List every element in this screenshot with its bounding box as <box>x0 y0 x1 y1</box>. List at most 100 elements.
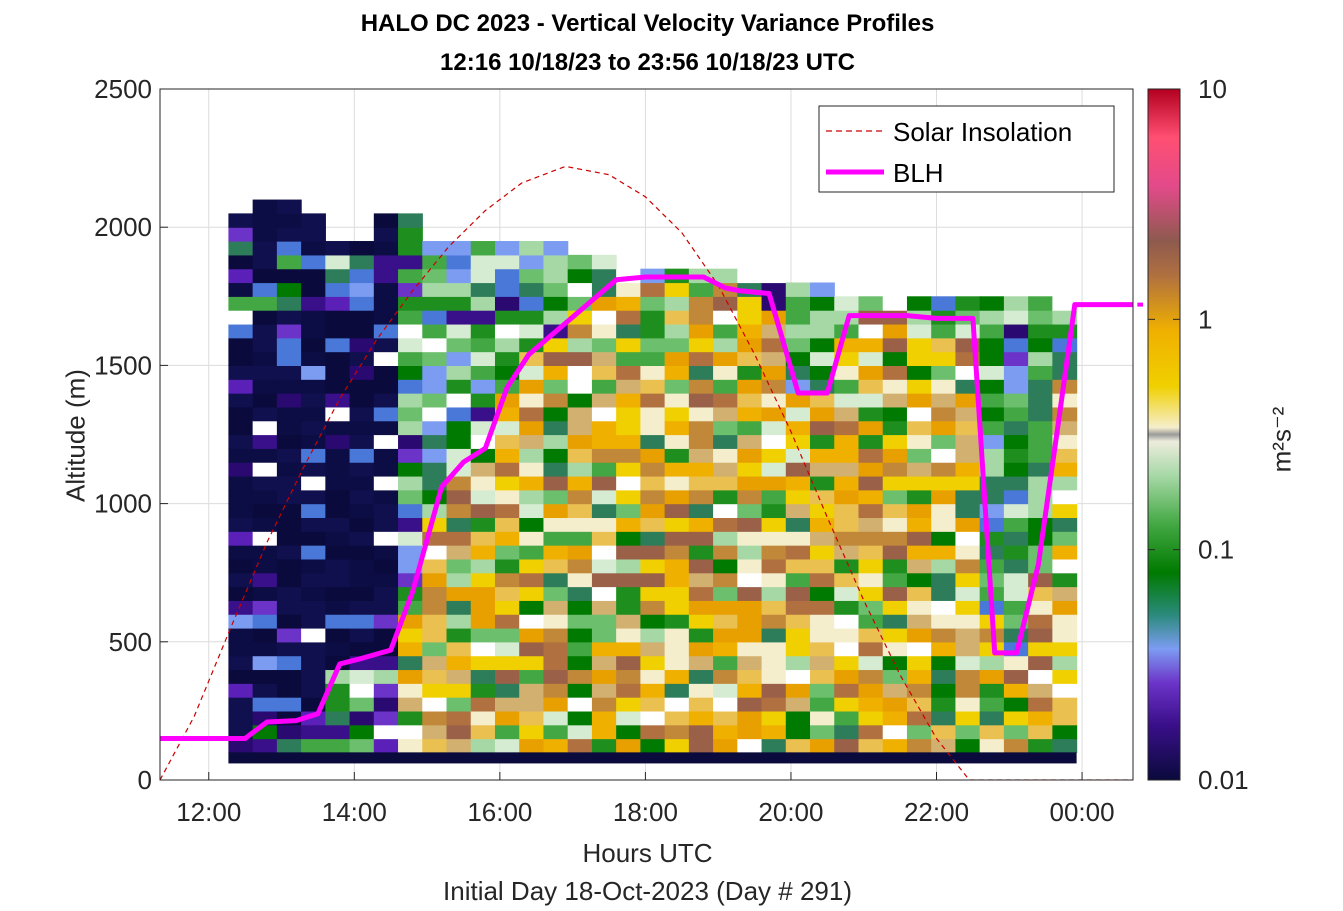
heatmap-cell <box>422 489 448 505</box>
heatmap-cell <box>591 448 617 463</box>
heatmap-cell <box>373 434 399 449</box>
heatmap-cell <box>228 323 254 339</box>
heatmap-cell <box>591 351 617 366</box>
heatmap-cell <box>640 406 666 422</box>
heatmap-cell <box>834 489 860 505</box>
heatmap-cell <box>591 268 617 284</box>
heatmap-cell <box>616 531 641 546</box>
heatmap-cell <box>543 558 569 574</box>
heatmap-cell <box>737 296 763 311</box>
heatmap-cell <box>931 296 957 311</box>
heatmap-cell <box>906 393 932 408</box>
heatmap-cell <box>519 517 545 532</box>
heatmap-cell <box>616 393 641 408</box>
heatmap-cell <box>1052 337 1078 353</box>
heatmap-cell <box>858 393 884 408</box>
heatmap-cell <box>1003 710 1029 726</box>
heatmap-cell <box>785 351 811 366</box>
heatmap-cell <box>1003 434 1029 449</box>
heatmap-cell <box>494 462 520 477</box>
heatmap-cell <box>955 724 981 740</box>
heatmap-cell <box>1003 600 1029 615</box>
heatmap-cell <box>810 600 835 615</box>
heatmap-cell <box>543 669 569 684</box>
heatmap-cell <box>761 531 787 546</box>
heatmap-cell <box>640 337 666 353</box>
heatmap-cell <box>1052 683 1078 698</box>
heatmap-cell <box>446 517 472 532</box>
heatmap-cell <box>882 558 908 574</box>
heatmap-cell <box>276 420 302 436</box>
heatmap-cell <box>979 365 1005 380</box>
heatmap-cell <box>616 683 641 698</box>
heatmap-cell <box>616 379 641 394</box>
heatmap-cell <box>713 296 738 311</box>
heatmap-cell <box>931 448 957 463</box>
heatmap-cell <box>688 282 714 297</box>
heatmap-cell <box>1052 406 1078 422</box>
heatmap-cell <box>1003 572 1029 588</box>
heatmap-cell <box>398 434 423 449</box>
heatmap-cell <box>858 337 884 353</box>
heatmap-cell <box>494 545 520 560</box>
heatmap-cell <box>664 683 690 698</box>
heatmap-cell <box>373 227 399 242</box>
heatmap-cell <box>640 448 666 463</box>
heatmap-cell <box>688 641 714 657</box>
heatmap-cell <box>252 683 278 698</box>
heatmap-cell <box>979 531 1005 546</box>
heatmap-cell <box>858 365 884 380</box>
heatmap-cell <box>470 379 496 394</box>
heatmap-cell <box>713 393 738 408</box>
heatmap-cell <box>567 724 593 740</box>
heatmap-cell <box>664 614 690 629</box>
heatmap-cell <box>228 697 254 712</box>
x-axis-label: Hours UTC <box>582 838 713 868</box>
heatmap-cell <box>1003 545 1029 560</box>
heatmap-cell <box>664 669 690 684</box>
heatmap-cell <box>688 545 714 560</box>
heatmap-cell <box>470 517 496 532</box>
heatmap-cell <box>591 462 617 477</box>
heatmap-cell <box>713 669 738 684</box>
heatmap-cell <box>616 669 641 684</box>
heatmap-cell <box>858 531 884 546</box>
heatmap-cell <box>955 475 981 491</box>
heatmap-cell <box>858 586 884 601</box>
heatmap-cell <box>470 738 496 753</box>
heatmap-cell <box>591 475 617 491</box>
heatmap-cell <box>737 545 763 560</box>
heatmap-cell <box>301 738 326 753</box>
heatmap-cell <box>1028 351 1053 366</box>
heatmap-cell <box>688 365 714 380</box>
heatmap-cell <box>713 420 738 436</box>
heatmap-cell <box>325 448 351 463</box>
heatmap-cell <box>252 669 278 684</box>
heatmap-cell <box>398 296 423 311</box>
heatmap-cell <box>591 558 617 574</box>
heatmap-cell <box>664 738 690 753</box>
heatmap-cell <box>785 310 811 325</box>
heatmap-cell <box>567 379 593 394</box>
heatmap-cell <box>494 641 520 657</box>
heatmap-cell <box>470 337 496 353</box>
heatmap-cell <box>616 282 641 297</box>
heatmap-cell <box>470 655 496 671</box>
heatmap-cell <box>276 641 302 657</box>
heatmap-cell <box>1003 351 1029 366</box>
heatmap-cell <box>688 697 714 712</box>
heatmap-cell <box>276 351 302 366</box>
heatmap-cell <box>979 406 1005 422</box>
heatmap-cell <box>470 323 496 339</box>
heatmap-cell <box>349 710 375 726</box>
heatmap-cell <box>398 406 423 422</box>
heatmap-cell <box>349 614 375 629</box>
heatmap-cell <box>252 627 278 643</box>
heatmap-cell <box>228 448 254 463</box>
heatmap-cell <box>567 572 593 588</box>
heatmap-cell <box>446 296 472 311</box>
heatmap-cell <box>494 448 520 463</box>
heatmap-cell <box>664 393 690 408</box>
heatmap-cell <box>1003 420 1029 436</box>
heatmap-cell <box>422 393 448 408</box>
